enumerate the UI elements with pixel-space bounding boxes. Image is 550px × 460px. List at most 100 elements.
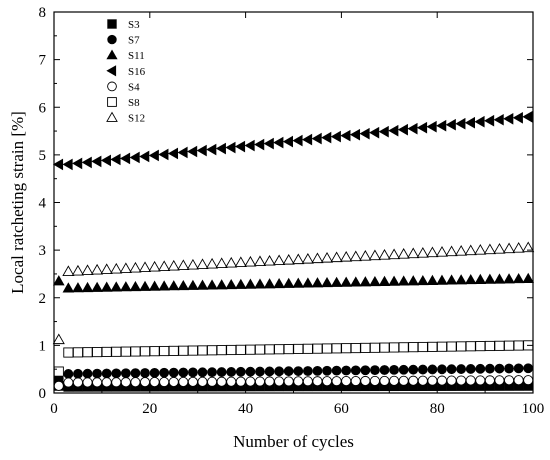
data-point xyxy=(129,280,142,292)
data-point xyxy=(244,255,257,267)
data-point xyxy=(273,277,285,289)
data-point xyxy=(301,252,314,264)
data-markers xyxy=(52,110,535,392)
data-point xyxy=(282,135,293,148)
data-point xyxy=(196,258,209,270)
x-tick-label: 0 xyxy=(50,401,58,417)
data-point xyxy=(359,127,370,140)
y-tick-label: 4 xyxy=(39,196,47,212)
legend-marker-s4 xyxy=(107,81,117,92)
data-point xyxy=(349,128,361,141)
data-point xyxy=(100,154,111,167)
data-point xyxy=(435,246,449,257)
data-point xyxy=(139,346,151,357)
series-s11 xyxy=(52,272,535,293)
data-point xyxy=(216,345,227,356)
data-point xyxy=(494,340,505,351)
data-point xyxy=(273,254,286,266)
legend-marker-s11 xyxy=(106,49,118,60)
x-axis-title: Number of cycles xyxy=(233,432,354,451)
data-point xyxy=(273,136,284,149)
data-point xyxy=(417,274,429,286)
data-point xyxy=(187,279,199,290)
legend-marker-s12 xyxy=(106,111,118,122)
data-point xyxy=(389,365,399,375)
data-point xyxy=(255,366,265,377)
data-point xyxy=(397,275,410,286)
data-point xyxy=(292,134,303,147)
data-point xyxy=(475,363,486,374)
data-point xyxy=(321,131,332,144)
data-point xyxy=(484,340,495,352)
data-point xyxy=(369,275,381,287)
data-point xyxy=(311,132,322,145)
data-point xyxy=(215,142,226,155)
data-point xyxy=(330,276,343,287)
data-point xyxy=(455,245,468,256)
data-point xyxy=(320,251,334,263)
data-point xyxy=(465,364,476,374)
data-point xyxy=(177,146,188,159)
data-point xyxy=(282,253,295,265)
data-point xyxy=(235,376,246,387)
y-tick-label: 1 xyxy=(39,338,47,354)
data-point xyxy=(360,365,371,376)
data-point xyxy=(254,278,266,289)
data-point xyxy=(350,365,361,376)
y-tick-label: 5 xyxy=(39,148,47,164)
data-point xyxy=(111,346,122,357)
data-point xyxy=(82,368,93,379)
legend-marker-s3 xyxy=(107,19,117,29)
data-point xyxy=(92,347,103,358)
series-s4 xyxy=(53,375,534,391)
data-point xyxy=(197,345,208,356)
data-point xyxy=(436,375,448,386)
data-point xyxy=(504,340,515,351)
data-point xyxy=(426,274,439,285)
data-point xyxy=(63,369,74,379)
data-point xyxy=(504,363,514,374)
data-point xyxy=(397,123,408,136)
data-point xyxy=(494,375,505,386)
data-point xyxy=(416,247,429,258)
data-point xyxy=(350,343,361,354)
data-point xyxy=(445,245,458,257)
legend-label-s11: S11 xyxy=(128,50,145,62)
data-point xyxy=(234,140,246,153)
data-point xyxy=(225,278,238,290)
data-point xyxy=(474,115,485,128)
data-point xyxy=(465,375,476,386)
data-point xyxy=(100,263,113,274)
data-point xyxy=(378,275,391,286)
data-point xyxy=(349,276,362,287)
data-point xyxy=(378,248,391,260)
data-point xyxy=(244,139,255,152)
data-point xyxy=(378,125,389,138)
data-point xyxy=(388,124,399,137)
data-point xyxy=(445,274,458,285)
data-point xyxy=(187,345,198,356)
data-point xyxy=(120,377,131,388)
data-point xyxy=(149,377,160,388)
data-point xyxy=(120,346,131,357)
data-point xyxy=(330,130,341,143)
data-point xyxy=(168,367,179,378)
data-point xyxy=(293,366,304,376)
data-point xyxy=(72,282,84,293)
data-point xyxy=(101,346,112,357)
data-point xyxy=(263,137,274,150)
axis-ticks: 0 20 40 60 80 100 0 1 2 3 4 5 6 7 8 xyxy=(39,5,545,417)
data-point xyxy=(321,343,333,354)
data-point xyxy=(264,366,275,377)
data-point xyxy=(437,364,447,375)
data-point xyxy=(73,368,83,379)
data-point xyxy=(513,375,524,386)
data-point xyxy=(502,242,516,254)
data-point xyxy=(148,280,161,291)
data-point xyxy=(292,253,305,265)
data-point xyxy=(100,281,113,292)
data-point xyxy=(92,368,103,379)
data-point xyxy=(340,250,353,262)
data-point xyxy=(245,376,256,387)
series-s7 xyxy=(53,363,534,384)
